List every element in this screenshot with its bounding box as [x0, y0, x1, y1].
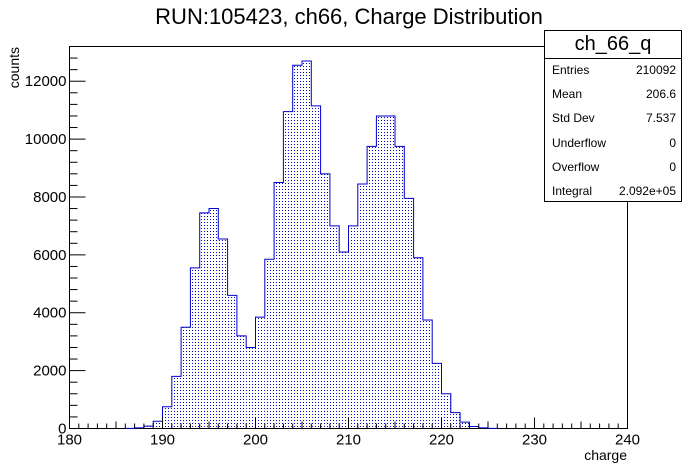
histogram-bin — [302, 60, 312, 429]
chart-title: RUN:105423, ch66, Charge Distribution — [155, 4, 543, 29]
histogram-bin — [171, 376, 182, 429]
y-axis: 0 2000 4000 6000 8000 10000 12000 — [25, 46, 86, 438]
x-tick-label: 200 — [243, 432, 268, 449]
histogram-bin — [255, 317, 265, 429]
y-tick-label: 6000 — [33, 247, 66, 264]
histogram-bin — [339, 251, 349, 429]
histogram-bin — [292, 65, 302, 429]
x-tick-label: 240 — [615, 432, 640, 449]
histogram-bin — [422, 319, 433, 429]
stats-key: Entries — [552, 63, 590, 77]
histogram-bin — [404, 198, 414, 429]
stats-value: 0 — [669, 135, 676, 150]
histogram-bin — [450, 412, 461, 429]
stats-value: 210092 — [635, 63, 676, 77]
histogram-bin — [413, 257, 423, 429]
histogram-bin — [153, 421, 163, 429]
histogram-bin — [348, 225, 358, 429]
stats-key: Integral — [552, 183, 593, 198]
stats-key: Overflow — [552, 159, 600, 174]
y-tick-label: 2000 — [33, 363, 66, 380]
stats-row-underflow: Underflow 0 — [545, 132, 681, 156]
stats-value: 2.092e+05 — [618, 183, 676, 198]
stats-key: Underflow — [552, 135, 607, 150]
stats-key: Mean — [552, 87, 583, 102]
stats-row-integral: Integral 2.092e+05 — [545, 180, 681, 204]
histogram-outline — [124, 60, 498, 429]
y-tick-label: 10000 — [25, 131, 67, 148]
y-tick-label: 8000 — [33, 189, 66, 206]
histogram-bin — [469, 426, 479, 429]
histogram-bin — [264, 259, 275, 429]
stats-value: 206.6 — [645, 87, 676, 102]
histogram-bin — [199, 212, 209, 429]
histogram-bin — [357, 183, 368, 429]
histogram-bin — [376, 115, 386, 429]
histogram-bin — [274, 182, 284, 429]
x-axis: 180 190 200 210 220 230 240 — [57, 417, 640, 449]
histogram-bin — [162, 406, 172, 429]
histogram-bin — [460, 422, 470, 429]
histogram-bin — [246, 347, 256, 429]
histogram-bin — [441, 393, 451, 429]
x-tick-label: 180 — [57, 432, 82, 449]
stats-row-entries: Entries 210092 — [545, 59, 681, 83]
stats-histogram-name: ch_66_q — [545, 31, 681, 59]
y-tick-label: 12000 — [25, 73, 67, 90]
histogram-bin — [311, 105, 321, 429]
histogram-bin — [329, 225, 340, 429]
histogram-bin — [432, 363, 442, 429]
x-tick-label: 190 — [150, 432, 175, 449]
histogram-bin — [367, 146, 377, 429]
histogram-bin — [236, 335, 247, 429]
stats-row-mean: Mean 206.6 — [545, 83, 681, 107]
x-axis-title: charge — [584, 447, 627, 463]
histogram-bin — [209, 208, 219, 429]
stats-value: 7.537 — [645, 111, 676, 126]
histogram-bin — [190, 267, 200, 429]
histogram-bin — [218, 238, 228, 429]
histogram-bin — [143, 426, 154, 429]
histogram-bin — [395, 146, 405, 429]
histogram-bin — [227, 295, 237, 429]
stats-value: 0 — [669, 159, 676, 174]
histogram-bin — [385, 115, 395, 429]
y-tick-label: 4000 — [33, 305, 66, 322]
stats-row-overflow: Overflow 0 — [545, 156, 681, 180]
stats-row-std-dev: Std Dev 7.537 — [545, 107, 681, 131]
stats-box: ch_66_q Entries 210092 Mean 206.6 Std De… — [544, 30, 682, 202]
x-tick-label: 220 — [429, 432, 454, 449]
x-tick-label: 230 — [522, 432, 547, 449]
y-tick-label: 0 — [58, 421, 66, 438]
stats-key: Std Dev — [552, 111, 595, 126]
histogram-bin — [320, 173, 330, 429]
histogram-bins — [125, 60, 498, 429]
x-tick-label: 210 — [336, 432, 361, 449]
y-axis-title: counts — [6, 47, 22, 88]
histogram-bin — [181, 327, 191, 429]
histogram-bin — [283, 111, 293, 429]
